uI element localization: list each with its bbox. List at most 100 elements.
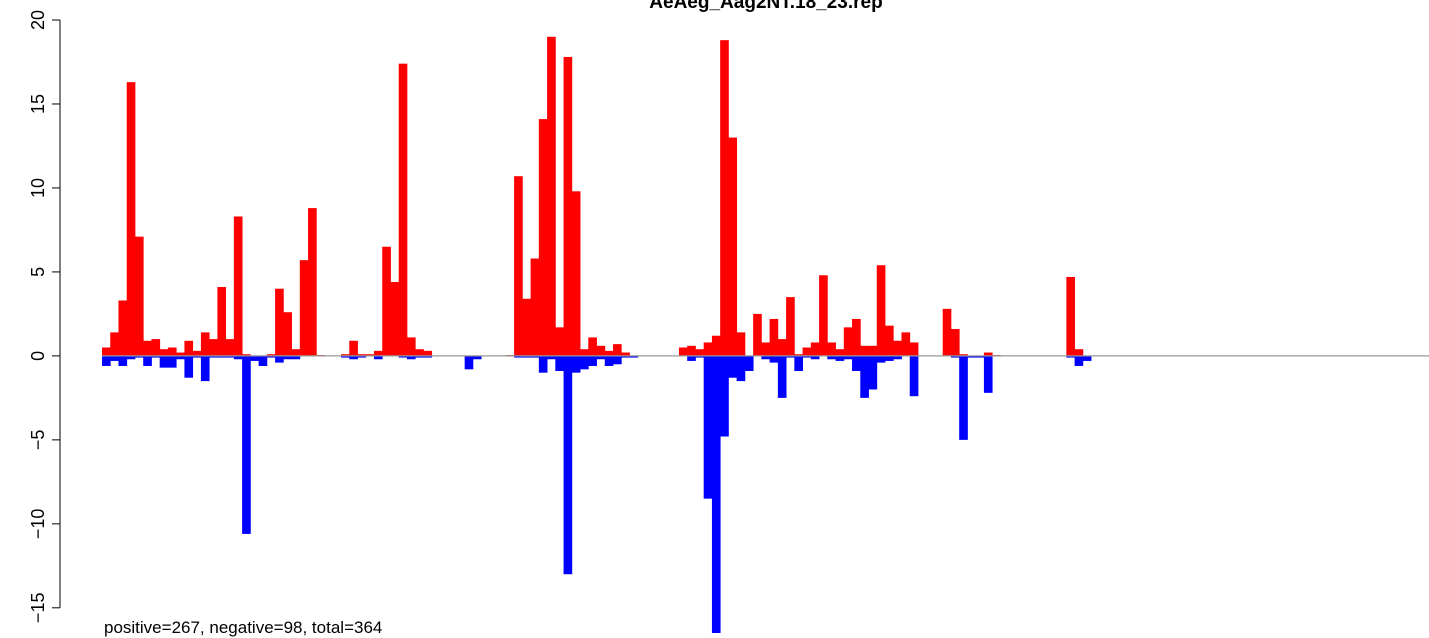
positive-bar (786, 297, 795, 356)
negative-bar (143, 355, 152, 366)
positive-bar (687, 345, 696, 356)
negative-bar (621, 355, 630, 358)
positive-bar (242, 354, 251, 356)
negative-bar (695, 355, 705, 358)
negative-bar (522, 355, 531, 358)
positive-bar (423, 350, 433, 356)
positive-bar (613, 344, 622, 356)
negative-bar (538, 355, 548, 373)
positive-bar (678, 347, 688, 356)
positive-bar (159, 349, 169, 356)
negative-bar (151, 355, 161, 358)
positive-bar (588, 337, 597, 356)
positive-bar (406, 337, 416, 356)
negative-bar (406, 355, 416, 360)
y-tick-label: −15 (28, 593, 48, 624)
negative-bar (415, 355, 424, 358)
negative-bar (200, 355, 210, 382)
positive-bar (530, 258, 540, 356)
positive-bar (126, 82, 136, 356)
negative-bar (1066, 355, 1075, 358)
negative-bar (876, 355, 886, 363)
negative-bar (794, 355, 803, 372)
positive-bar (571, 191, 581, 356)
negative-bar (802, 355, 812, 358)
negative-bar (736, 355, 746, 382)
positive-bar (1074, 349, 1084, 356)
y-tick-label: −10 (28, 509, 48, 540)
positive-bar (852, 318, 861, 356)
positive-bar (308, 208, 317, 356)
positive-bar (275, 288, 284, 356)
negative-bar (613, 355, 622, 365)
negative-bar (176, 355, 185, 360)
negative-bar (950, 355, 960, 358)
negative-bar (159, 355, 169, 368)
positive-bar (382, 246, 391, 356)
y-tick-label: 0 (28, 351, 48, 361)
positive-bar (357, 354, 367, 356)
positive-bar (398, 63, 408, 356)
positive-bar (596, 345, 606, 356)
positive-bar (695, 349, 705, 356)
positive-bar (415, 349, 424, 356)
negative-bar (373, 355, 383, 360)
negative-bar (291, 355, 301, 360)
negative-bar (959, 355, 968, 440)
positive-bar (810, 342, 820, 356)
positive-bar (209, 339, 218, 356)
negative-bar (810, 355, 820, 360)
positive-bar (909, 342, 919, 356)
negative-bar (184, 355, 194, 378)
positive-bar (184, 340, 194, 356)
negative-bar (769, 355, 779, 363)
positive-bar (761, 342, 771, 356)
positive-bar (819, 275, 828, 356)
bars (102, 36, 1092, 633)
positive-bar (604, 350, 614, 356)
negative-bar (423, 355, 433, 358)
negative-bar (885, 355, 894, 361)
positive-bar (720, 40, 729, 356)
positive-bar (959, 354, 968, 356)
negative-bar (571, 355, 581, 373)
positive-bar (349, 340, 358, 356)
negative-bar (398, 355, 408, 358)
positive-bar (365, 354, 375, 356)
positive-bar (233, 216, 243, 356)
y-tick-label: 15 (28, 94, 48, 114)
negative-bar (868, 355, 878, 390)
negative-bar (604, 355, 614, 366)
negative-bar (728, 355, 738, 378)
positive-bar (942, 308, 952, 356)
negative-bar (464, 355, 474, 370)
negative-bar (530, 355, 540, 358)
positive-bar (151, 339, 161, 356)
negative-bar (102, 355, 111, 366)
positive-bar (769, 318, 779, 356)
y-tick-label: −5 (28, 430, 48, 451)
negative-bar (555, 355, 564, 372)
negative-bar (893, 355, 902, 360)
negative-bar (349, 355, 358, 360)
negative-bar (266, 355, 276, 358)
negative-bar (283, 355, 292, 360)
negative-bar (843, 355, 853, 360)
positive-bar (868, 345, 878, 356)
negative-bar (209, 355, 218, 358)
positive-bar (711, 335, 721, 356)
y-tick-label: 5 (28, 267, 48, 277)
positive-bar (217, 287, 227, 356)
negative-bar (563, 355, 573, 575)
negative-bar (852, 355, 861, 372)
negative-bar (217, 355, 227, 358)
negative-bar (192, 355, 202, 358)
positive-bar (102, 347, 111, 356)
positive-bar (563, 56, 573, 356)
positive-bar (110, 332, 119, 356)
negative-bar (687, 355, 696, 361)
positive-bar (341, 354, 350, 356)
negative-bar (242, 355, 251, 534)
negative-bar (1074, 355, 1084, 366)
